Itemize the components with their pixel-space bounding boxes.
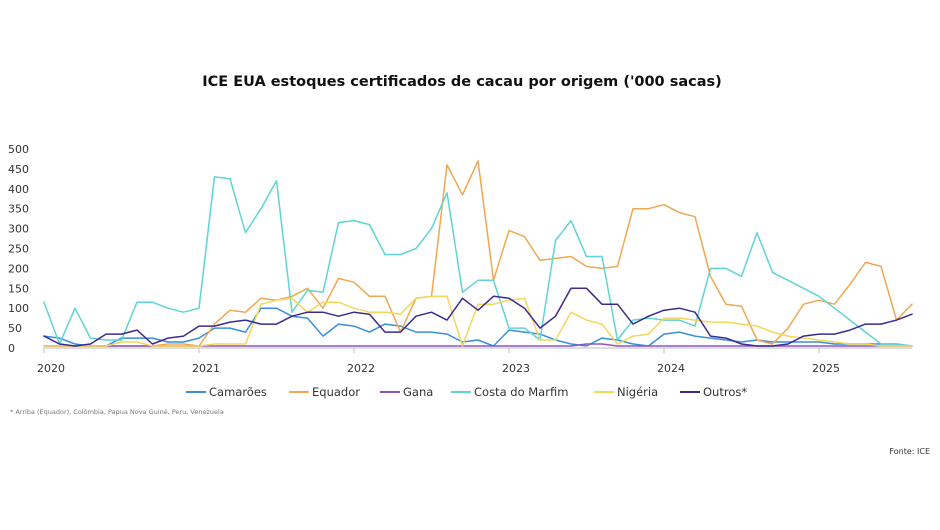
x-tick-label: 2022 xyxy=(347,362,375,375)
y-tick-label: 450 xyxy=(8,163,29,176)
series-line-outros xyxy=(43,287,913,347)
legend-label-gana: Gana xyxy=(403,385,433,399)
series-line-equador xyxy=(43,160,913,347)
legend-label-nigeria: Nigéria xyxy=(617,385,658,399)
y-tick-label: 250 xyxy=(8,243,29,256)
x-tick-label: 2024 xyxy=(657,362,685,375)
series-line-nigeria xyxy=(43,295,913,347)
series-layer xyxy=(43,160,913,347)
x-tick-label: 2020 xyxy=(37,362,65,375)
legend-label-outros: Outros* xyxy=(703,385,747,399)
legend-label-camaroes: Camarões xyxy=(209,385,267,399)
chart-title: ICE EUA estoques certificados de cacau p… xyxy=(202,74,722,90)
y-axis: 0 50 100 150 200 250 300 350 400 450 500 xyxy=(8,143,29,355)
source-note: Fonte: ICE xyxy=(889,447,930,456)
y-tick-label: 0 xyxy=(8,342,15,355)
y-tick-label: 100 xyxy=(8,302,29,315)
series-line-camaroes xyxy=(43,307,913,347)
y-tick-label: 300 xyxy=(8,223,29,236)
legend-label-costa-do-marfim: Costa do Marfim xyxy=(474,385,568,399)
y-tick-label: 50 xyxy=(8,322,22,335)
x-tick-label: 2021 xyxy=(192,362,220,375)
x-tick-label: 2023 xyxy=(502,362,530,375)
y-tick-label: 500 xyxy=(8,143,29,156)
series-line-costa-do-marfim xyxy=(43,176,913,347)
y-tick-label: 350 xyxy=(8,203,29,216)
y-tick-label: 400 xyxy=(8,183,29,196)
legend: Camarões Equador Gana Costa do Marfim Nigéri… xyxy=(186,385,747,399)
y-tick-label: 150 xyxy=(8,282,29,295)
y-tick-label: 200 xyxy=(8,262,29,275)
legend-label-equador: Equador xyxy=(312,385,360,399)
x-axis: 2020 2021 2022 2023 2024 2025 xyxy=(37,348,840,375)
x-tick-label: 2025 xyxy=(812,362,840,375)
footnote: * Arriba (Equador), Colômbia, Papua Nova… xyxy=(10,408,224,416)
